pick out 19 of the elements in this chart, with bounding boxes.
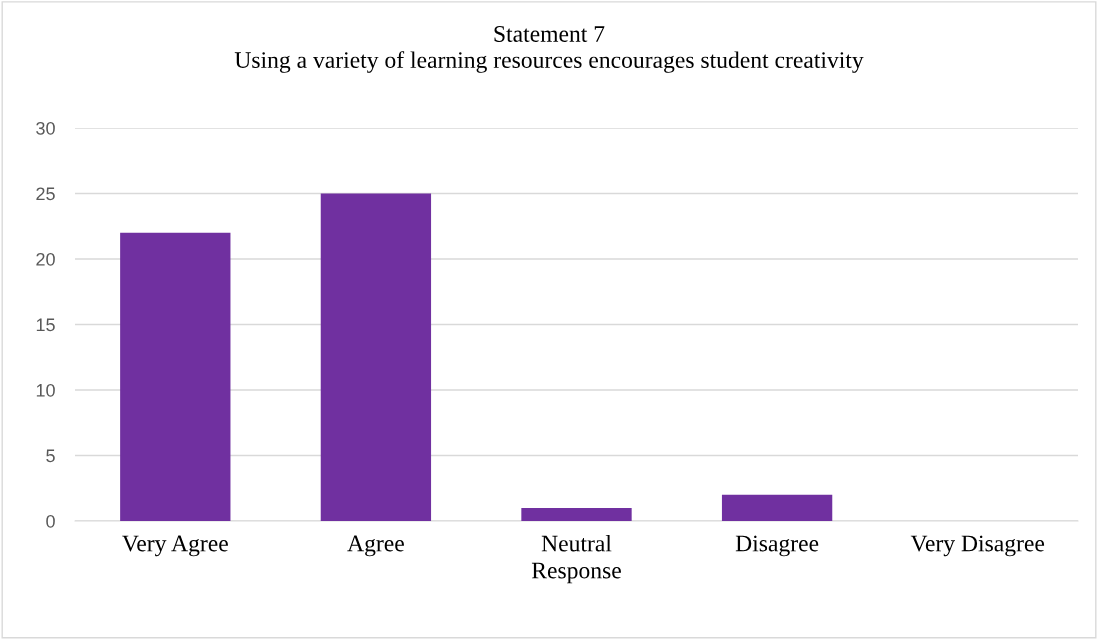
- bar: [721, 494, 833, 521]
- x-tick-label: Very Agree: [122, 535, 228, 557]
- y-tick-label: 0: [46, 514, 55, 528]
- y-tick-label: 10: [36, 383, 55, 397]
- x-tick-label: Disagree: [735, 535, 819, 557]
- x-tick-label: Very Disagree: [910, 535, 1045, 557]
- chart-title: Statement 7: [494, 26, 605, 42]
- chart-subtitle: Using a variety of learning resources encourages student creativity: [234, 51, 864, 73]
- y-tick-label: 25: [36, 187, 55, 201]
- x-tick-label: Agree: [347, 535, 404, 557]
- bar: [521, 507, 632, 521]
- y-tick-label: 30: [36, 121, 55, 135]
- y-tick-label: 15: [36, 318, 55, 332]
- y-tick-label: 5: [46, 449, 55, 463]
- x-axis-title: Response: [531, 562, 621, 584]
- bar: [120, 232, 231, 521]
- bar: [320, 193, 432, 521]
- y-tick-label: 20: [36, 252, 55, 266]
- x-tick-label: Neutral: [541, 534, 612, 552]
